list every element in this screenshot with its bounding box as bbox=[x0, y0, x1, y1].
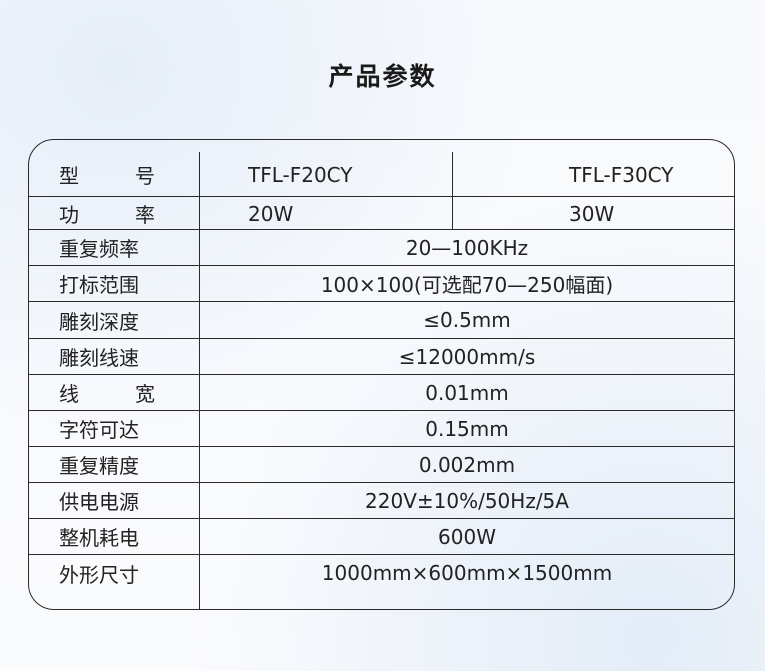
row-value: 0.15mm bbox=[425, 416, 509, 441]
row-value: 600W bbox=[438, 524, 496, 549]
table-row: 供电电源 220V±10%/50Hz/5A bbox=[29, 482, 734, 518]
table-row: 线宽 0.01mm bbox=[29, 374, 734, 410]
table-row: 重复频率 20—100KHz bbox=[29, 229, 734, 265]
row-label: 整机耗电 bbox=[29, 519, 200, 554]
row-value: 20—100KHz bbox=[405, 235, 529, 260]
row-label: 雕刻深度 bbox=[29, 302, 200, 338]
row-label: 供电电源 bbox=[29, 483, 200, 518]
power-2: 30W bbox=[569, 201, 615, 226]
row-value: 220V±10%/50Hz/5A bbox=[365, 488, 569, 513]
row-value: ≤12000mm/s bbox=[398, 344, 536, 369]
row-value: 1000mm×600mm×1500mm bbox=[321, 561, 613, 585]
table-row: 外形尺寸 1000mm×600mm×1500mm bbox=[29, 554, 734, 609]
table-row-model: 型号 TFL-F20CY TFL-F30CY bbox=[29, 140, 734, 197]
label-char: 宽 bbox=[135, 382, 155, 406]
label-char: 线 bbox=[59, 382, 79, 406]
row-label: 线宽 bbox=[29, 375, 200, 410]
row-value: ≤0.5mm bbox=[423, 308, 511, 332]
row-label: 型号 bbox=[29, 152, 200, 197]
row-value: 0.002mm bbox=[418, 452, 516, 477]
row-value: 0.01mm bbox=[425, 380, 509, 405]
power-1: 20W bbox=[200, 197, 453, 230]
table-row: 字符可达 0.15mm bbox=[29, 410, 734, 446]
table-row: 打标范围 100×100(可选配70—250幅面) bbox=[29, 265, 734, 301]
row-label: 外形尺寸 bbox=[59, 562, 139, 587]
label-char: 功 bbox=[59, 203, 79, 227]
spec-table: 型号 TFL-F20CY TFL-F30CY 功率 20W 30W 重复频率 20… bbox=[28, 139, 735, 610]
row-label: 重复精度 bbox=[29, 447, 200, 482]
page-title: 产品参数 bbox=[328, 62, 437, 91]
row-label: 功率 bbox=[29, 197, 200, 230]
row-label: 雕刻线速 bbox=[29, 339, 200, 374]
label-char: 型 bbox=[59, 164, 79, 188]
table-row: 重复精度 0.002mm bbox=[29, 446, 734, 482]
model-2: TFL-F30CY bbox=[569, 162, 674, 187]
row-label: 字符可达 bbox=[29, 411, 200, 446]
table-row: 雕刻深度 ≤0.5mm bbox=[29, 301, 734, 338]
label-char: 率 bbox=[135, 203, 155, 227]
row-value: 100×100(可选配70—250幅面) bbox=[320, 273, 614, 297]
row-label: 重复频率 bbox=[29, 230, 200, 265]
label-char: 号 bbox=[135, 164, 155, 188]
row-label: 打标范围 bbox=[29, 266, 200, 301]
table-row: 整机耗电 600W bbox=[29, 518, 734, 554]
table-row-power: 功率 20W 30W bbox=[29, 196, 734, 230]
model-1: TFL-F20CY bbox=[200, 152, 453, 197]
table-row: 雕刻线速 ≤12000mm/s bbox=[29, 338, 734, 374]
